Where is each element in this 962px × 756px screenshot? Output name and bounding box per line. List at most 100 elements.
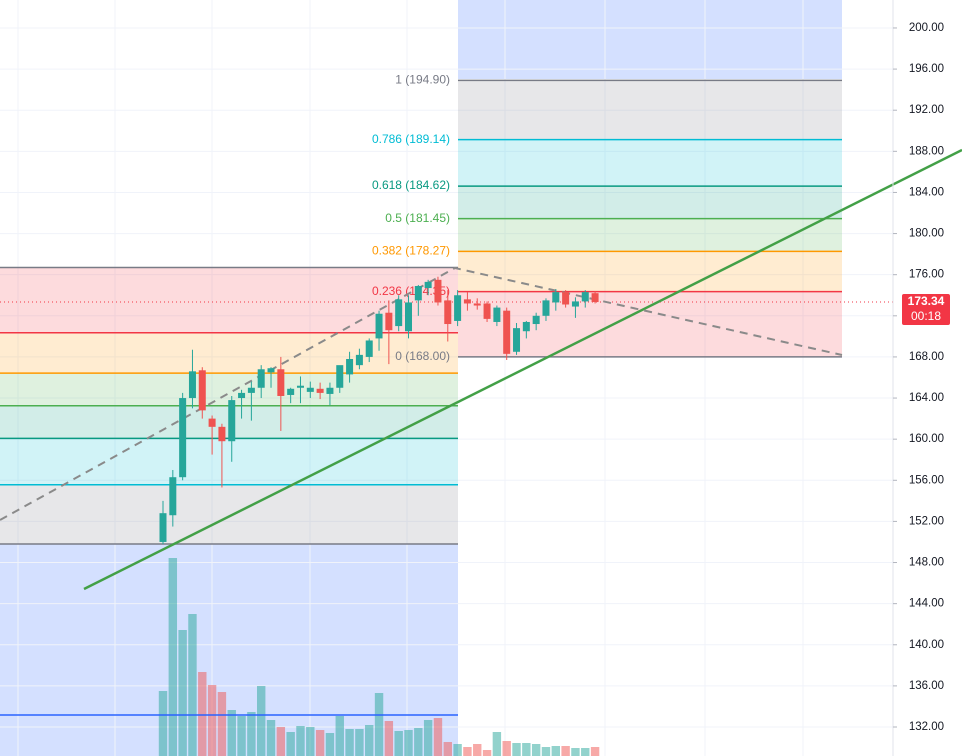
volume-bar — [482, 750, 492, 756]
y-tick-label: 168.00 — [909, 351, 944, 363]
y-tick-label: 184.00 — [909, 186, 944, 198]
fib-zone — [458, 186, 842, 219]
fib-label: 0.382 (178.27) — [372, 244, 450, 258]
volume-bar — [276, 727, 286, 756]
fib-zone — [458, 291, 842, 357]
candle-body — [287, 388, 295, 395]
candle-body — [208, 418, 216, 427]
last-price-label: 173.34 — [908, 294, 945, 308]
volume-bar — [453, 744, 462, 756]
volume-bar — [365, 725, 374, 756]
candle-body — [444, 300, 452, 325]
volume-bar — [502, 741, 511, 756]
candle-body — [365, 340, 373, 357]
candle-body — [424, 281, 432, 289]
volume-bar — [227, 710, 236, 756]
volume-bar — [512, 743, 521, 756]
volume-bar — [266, 720, 276, 756]
fib-zone — [458, 80, 842, 140]
volume-bar — [433, 718, 443, 756]
y-tick-label: 140.00 — [909, 639, 944, 651]
volume-bar — [207, 685, 217, 756]
fib-zones — [0, 80, 842, 545]
volume-bar — [345, 729, 354, 756]
volume-bar — [286, 732, 295, 756]
candle-body — [247, 387, 255, 393]
candle-body — [532, 315, 540, 325]
candle-body — [581, 292, 589, 302]
dashed-trend-line — [0, 266, 843, 521]
candle-body — [473, 303, 481, 306]
volume-bar — [531, 744, 541, 756]
candle-body — [493, 307, 501, 322]
y-tick-label: 192.00 — [909, 104, 944, 116]
volume-bar — [443, 742, 452, 756]
last-price: 173.34 00:18 — [902, 294, 950, 325]
price-axis: 132.00 136.00 140.00 144.00 148.00 152.00 156.… — [892, 0, 944, 756]
candle-body — [405, 302, 412, 332]
trend-line — [83, 148, 962, 591]
volume-bar — [217, 692, 227, 756]
fib-zone — [0, 484, 458, 545]
volume-bar — [473, 744, 482, 756]
drawings — [0, 148, 962, 591]
candle-body — [198, 370, 206, 411]
candle-body — [159, 513, 167, 542]
candle-body — [552, 292, 560, 303]
volume-bar — [306, 727, 315, 756]
volume-bar — [178, 630, 187, 756]
y-tick-label: 136.00 — [909, 680, 944, 692]
volume-bar — [571, 748, 580, 756]
y-tick-label: 152.00 — [909, 515, 944, 527]
y-tick-label: 132.00 — [909, 721, 944, 733]
volume-bar — [492, 732, 502, 756]
volume-bar — [551, 746, 560, 756]
volume-bar — [257, 686, 266, 756]
volume-bar — [198, 672, 207, 756]
candle-body — [385, 312, 393, 331]
y-tick-label: 148.00 — [909, 557, 944, 569]
volume-bar — [325, 733, 335, 756]
fib-label: 0 (168.00) — [395, 349, 450, 363]
volume-bar — [414, 728, 423, 756]
y-tick-label: 200.00 — [909, 22, 944, 34]
fib-extension-zone — [458, 0, 842, 79]
fib-zone — [458, 251, 842, 292]
candle-body — [296, 385, 304, 388]
volume-bar — [158, 691, 168, 756]
fib-zone — [458, 139, 842, 187]
volume-bar — [394, 731, 403, 756]
candle-body — [169, 477, 177, 516]
candle-body — [503, 310, 511, 354]
volume-bar — [541, 747, 551, 756]
candle-body — [463, 299, 471, 304]
candle-body — [562, 292, 570, 305]
last-price-box — [902, 294, 950, 325]
candle-body — [188, 371, 196, 399]
fib-label: 0.618 (184.62) — [372, 178, 450, 192]
y-tick-label: 164.00 — [909, 392, 944, 404]
volume-bar — [374, 693, 384, 756]
volume-bar — [561, 746, 570, 756]
y-tick-label: 144.00 — [909, 598, 944, 610]
y-tick-label: 176.00 — [909, 269, 944, 281]
candle-body — [522, 321, 530, 332]
fib-label: 1 (194.90) — [395, 73, 450, 87]
candle-body — [355, 354, 363, 366]
fib-zone — [458, 218, 842, 252]
candle-body — [228, 400, 236, 442]
volume-bar — [355, 729, 364, 756]
volume-bar — [522, 743, 531, 756]
candle-body — [434, 279, 442, 303]
volume-bar — [384, 721, 394, 756]
candle-body — [375, 313, 383, 339]
y-tick-label: 180.00 — [909, 228, 944, 240]
candle-body — [513, 328, 521, 352]
candle-body — [571, 301, 579, 307]
candle-body — [591, 293, 599, 303]
candle-body — [395, 299, 403, 327]
volume-bar — [247, 712, 256, 756]
candle-body — [306, 387, 314, 392]
candle-body — [238, 392, 246, 399]
